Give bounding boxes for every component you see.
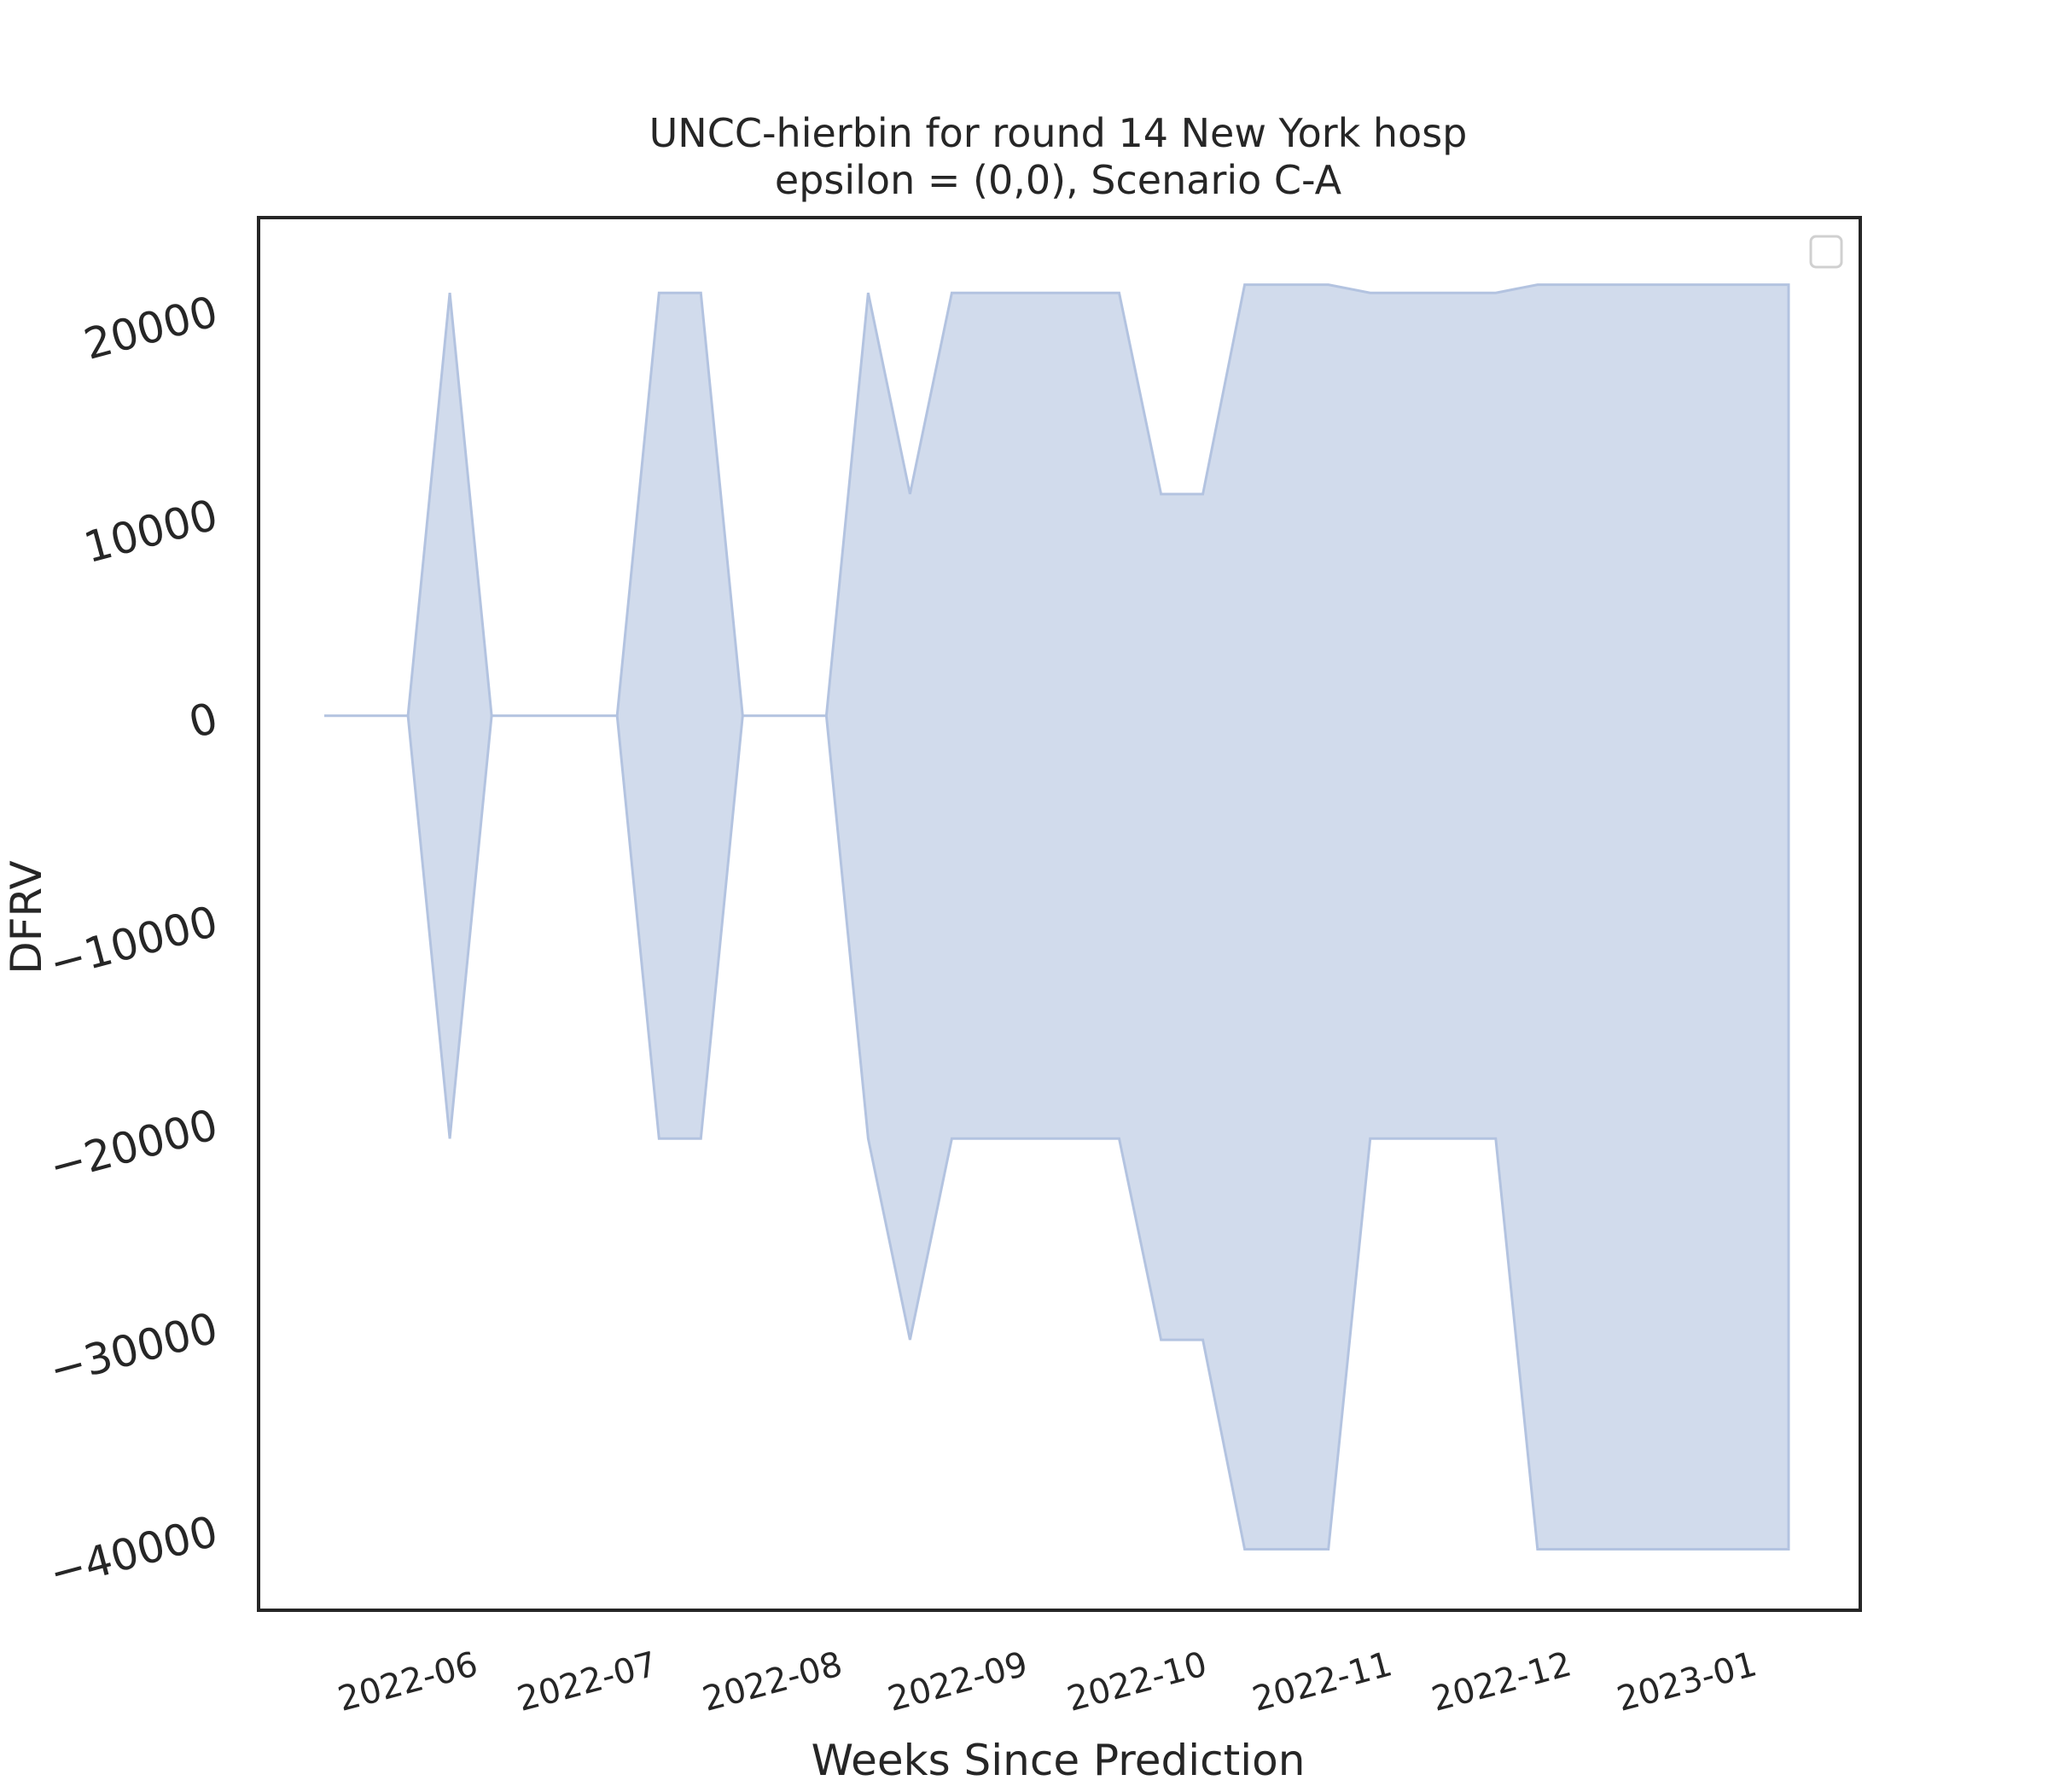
x-tick-labels: 2022-06 2022-07 2022-08 2022-09 2022-10 2022-… (334, 1644, 1760, 1719)
legend-box (1809, 235, 1843, 269)
y-tick-label: −30000 (44, 1303, 223, 1395)
y-tick-label: 20000 (79, 287, 223, 369)
y-tick-label: −10000 (44, 897, 223, 989)
x-tick-label: 2023-01 (1613, 1644, 1760, 1719)
y-tick-label: 0 (183, 693, 223, 748)
chart-subtitle: epsilon = (0,0), Scenario C-A (775, 157, 1342, 203)
x-tick-label: 2022-06 (334, 1644, 481, 1719)
x-tick-label: 2022-12 (1428, 1644, 1575, 1719)
y-tick-label: −20000 (44, 1100, 223, 1192)
x-axis-label: Weeks Since Prediction (812, 1736, 1306, 1785)
y-tick-label: −40000 (44, 1506, 223, 1598)
plot-frame (257, 216, 1862, 1612)
confidence-band (324, 283, 1790, 1551)
x-tick-label: 2022-10 (1063, 1644, 1211, 1719)
x-tick-label: 2022-08 (699, 1644, 847, 1719)
y-tick-labels: 20000 10000 0 −10000 −20000 −30000 −40000 (44, 287, 223, 1599)
y-axis-label: DFRV (2, 860, 51, 974)
series-layer (324, 283, 1790, 1551)
y-tick-label: 10000 (79, 490, 223, 573)
chart-title: UNCC-hierbin for round 14 New York hosp (649, 110, 1468, 156)
x-tick-label: 2022-11 (1248, 1644, 1396, 1719)
x-tick-label: 2022-07 (513, 1644, 660, 1719)
x-tick-label: 2022-09 (884, 1644, 1032, 1719)
